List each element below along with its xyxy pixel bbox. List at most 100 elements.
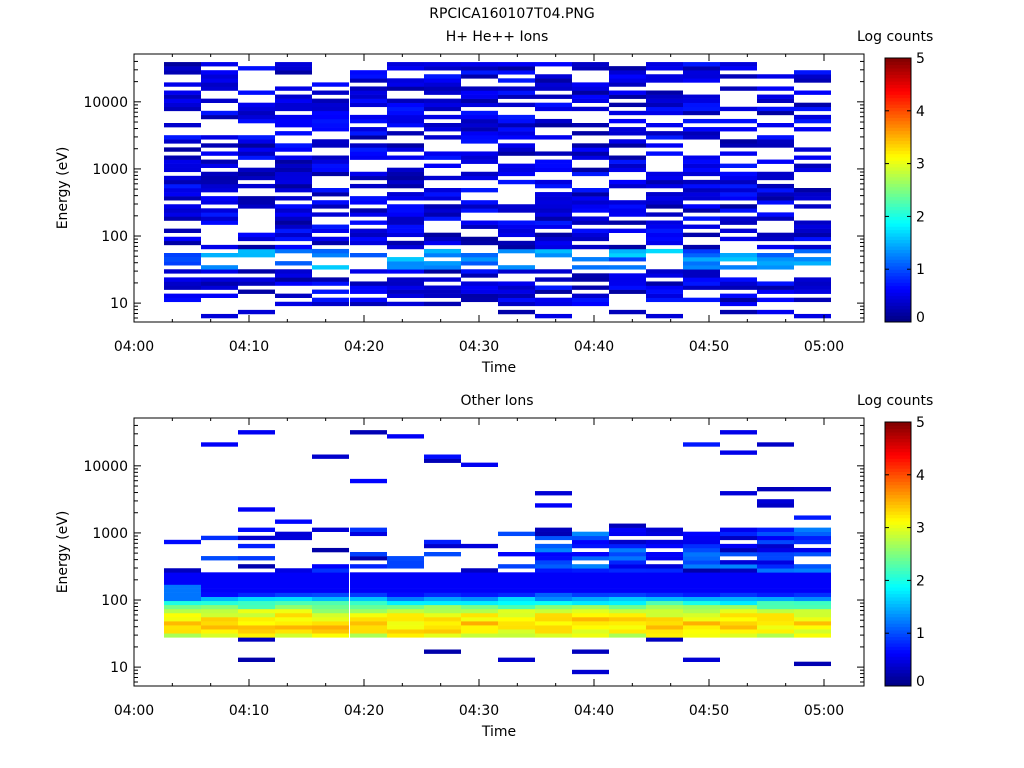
heatmap-cell [312, 584, 349, 589]
heatmap-cell [238, 114, 275, 120]
colorbar-segment [885, 140, 911, 145]
heatmap-cell [387, 269, 424, 274]
heatmap-cell [238, 289, 275, 294]
heatmap-cell [720, 216, 757, 221]
colorbar-segment [885, 100, 911, 105]
heatmap-cell [757, 281, 794, 286]
heatmap-cell [238, 232, 275, 238]
heatmap-cell [720, 612, 757, 618]
heatmap-cell [720, 163, 757, 168]
colorbar-segment [885, 64, 911, 69]
heatmap-cell [609, 617, 646, 622]
heatmap-cell [720, 621, 757, 626]
heatmap-cell [757, 159, 794, 164]
heatmap-cell [720, 552, 757, 557]
heatmap-cell [498, 167, 535, 173]
heatmap-cell [164, 236, 201, 242]
heatmap-cell [720, 535, 757, 541]
heatmap-cell [683, 629, 720, 634]
heatmap-cell [794, 580, 831, 585]
heatmap-cell [238, 629, 275, 634]
colorbar-segment [885, 494, 911, 499]
heatmap-cell [757, 547, 794, 553]
heatmap-cell [164, 580, 201, 585]
colorbar-segment [885, 223, 911, 227]
x-axis-label: Time [481, 360, 516, 376]
heatmap-cell [683, 208, 720, 213]
heatmap-cell [461, 273, 498, 278]
heatmap-cell [461, 135, 498, 140]
heatmap-cell [275, 131, 312, 136]
heatmap-cell [720, 625, 757, 630]
heatmap-cell [683, 167, 720, 173]
heatmap-cell [387, 592, 424, 597]
colorbar-segment [885, 646, 911, 651]
heatmap-cell [609, 155, 646, 160]
colorbar-segment [885, 610, 911, 614]
heatmap-cell [238, 592, 275, 597]
heatmap-cell [498, 289, 535, 294]
heatmap-cell [646, 584, 683, 589]
heatmap-cell [461, 220, 498, 225]
heatmap-cell [350, 127, 387, 132]
heatmap-cell [312, 204, 349, 209]
y-tick-label: 10 [110, 296, 128, 312]
heatmap-cell [350, 580, 387, 585]
heatmap-cell [609, 572, 646, 577]
heatmap-cell [461, 86, 498, 91]
x-tick-label: 04:40 [574, 703, 614, 719]
heatmap-cell [498, 612, 535, 618]
heatmap-cell [350, 552, 387, 557]
heatmap-cell [646, 175, 683, 181]
heatmap-cell [424, 102, 461, 108]
heatmap-cell [201, 629, 238, 634]
heatmap-cell [424, 285, 461, 290]
heatmap-cell [646, 531, 683, 537]
heatmap-cell [794, 625, 831, 630]
heatmap-cell [350, 572, 387, 577]
heatmap-cell [350, 621, 387, 626]
colorbar-segment [885, 143, 911, 148]
heatmap-cell [350, 155, 387, 160]
heatmap-cell [683, 600, 720, 606]
heatmap-cell [535, 212, 572, 217]
heatmap-cell [164, 159, 201, 164]
heatmap-cell [609, 527, 646, 532]
panel2-colorbar-label: Log counts [857, 393, 934, 409]
heatmap-cell [387, 604, 424, 610]
heatmap-cell [424, 596, 461, 602]
heatmap-cell [275, 625, 312, 630]
heatmap-cell [646, 248, 683, 254]
heatmap-cell [646, 289, 683, 294]
heatmap-cell [164, 102, 201, 108]
colorbar-segment [885, 256, 911, 260]
heatmap-cell [312, 580, 349, 585]
colorbar-segment [885, 563, 911, 568]
panel1-title: H+ He++ Ions [445, 29, 549, 45]
colorbar-segment [885, 193, 911, 198]
heatmap-cell [461, 588, 498, 593]
heatmap-cell [350, 633, 387, 638]
heatmap-cell [238, 556, 275, 561]
colorbar-segment [885, 669, 911, 674]
y-tick-label: 10000 [83, 459, 128, 475]
heatmap-cell [350, 236, 387, 242]
heatmap-cell [609, 547, 646, 553]
heatmap-cell [720, 604, 757, 610]
heatmap-cell [164, 572, 201, 577]
heatmap-cell [794, 297, 831, 303]
heatmap-cell [572, 600, 609, 606]
heatmap-cell [572, 301, 609, 307]
heatmap-cell [201, 175, 238, 181]
heatmap-cell [646, 564, 683, 569]
heatmap-cell [720, 580, 757, 585]
heatmap-cell [609, 289, 646, 294]
colorbar-segment [885, 219, 911, 224]
x-tick-label: 05:00 [804, 339, 844, 355]
heatmap-cell [535, 560, 572, 565]
heatmap-cell [461, 90, 498, 95]
heatmap-cell [646, 621, 683, 626]
colorbar-segment [885, 573, 911, 578]
heatmap-cell [683, 277, 720, 282]
heatmap-cell [535, 167, 572, 173]
